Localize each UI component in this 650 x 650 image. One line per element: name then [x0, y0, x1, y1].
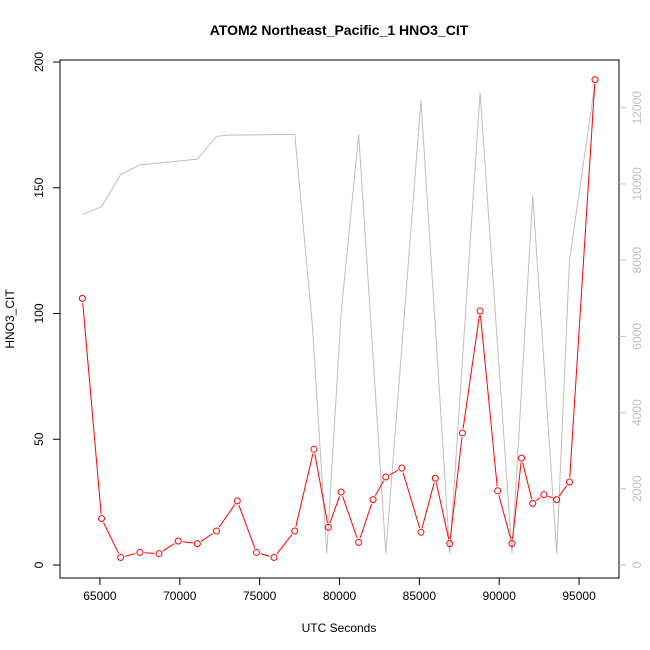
data-point: [553, 496, 561, 504]
series-line-segment: [569, 84, 596, 478]
series-line-segment: [124, 553, 136, 557]
data-point: [398, 464, 406, 472]
series-line-segment: [162, 543, 175, 552]
data-point: [252, 548, 260, 556]
data-point: [591, 76, 599, 84]
data-point: [98, 514, 106, 522]
series-line-segment: [389, 469, 399, 476]
data-point: [518, 454, 526, 462]
y-axis-left: 0 50 100 150 200: [32, 52, 60, 568]
series-line-segment: [200, 533, 214, 542]
data-point: [136, 548, 144, 556]
data-point: [476, 307, 484, 315]
x-tick-label: 85000: [403, 589, 437, 603]
x-tick-label: 70000: [163, 589, 197, 603]
data-point: [174, 537, 182, 545]
series-line-segment: [498, 495, 512, 540]
data-point: [117, 553, 125, 561]
series-line-segment: [462, 315, 480, 429]
y-axis-label: HNO3_CIT: [3, 289, 17, 349]
series-line-segment: [82, 302, 102, 515]
x-axis-label: UTC Seconds: [302, 621, 377, 635]
data-point: [529, 499, 537, 507]
series-line-segment: [359, 503, 373, 539]
series-line-segment: [260, 553, 270, 557]
data-point: [324, 523, 332, 531]
series-line-segment: [182, 541, 193, 544]
series-line-segment: [329, 496, 341, 524]
x-tick-label: 80000: [323, 589, 357, 603]
data-point: [446, 540, 454, 548]
series-line-segment: [402, 472, 421, 529]
y2-tick-label: 8000: [630, 246, 644, 273]
y2-tick-label: 2000: [630, 475, 644, 502]
data-point: [565, 478, 573, 486]
series-line-segment: [522, 462, 533, 500]
data-point: [369, 496, 377, 504]
series-line-segment: [421, 482, 435, 529]
series-line-segment: [295, 453, 314, 527]
series-line-segment: [276, 534, 293, 555]
series-line-segment: [558, 485, 568, 497]
data-point: [310, 445, 318, 453]
series-line-segment: [449, 437, 463, 540]
series-line-segment: [511, 462, 522, 540]
series-line-segment: [218, 504, 236, 528]
series-line-segment: [547, 495, 553, 499]
chart-title: ATOM2 Northeast_Pacific_1 HNO3_CIT: [210, 22, 469, 38]
data-point: [193, 540, 201, 548]
series-line-segment: [144, 552, 155, 554]
data-point: [508, 540, 516, 548]
x-tick-label: 65000: [83, 589, 117, 603]
plot-frame: [59, 59, 620, 579]
data-point: [382, 473, 390, 481]
series-line-segment: [103, 522, 120, 554]
y2-tick-label: 0: [630, 561, 644, 568]
y2-tick-label: 10000: [630, 167, 644, 201]
data-point: [270, 553, 278, 561]
data-point: [458, 429, 466, 437]
data-point: [213, 527, 221, 535]
series-line-segment: [374, 480, 385, 496]
y-tick-label: 150: [32, 177, 46, 197]
data-point: [494, 487, 502, 495]
series-line-altitude: [82, 82, 596, 554]
data-point: [233, 497, 241, 505]
x-axis: 65000 70000 75000 80000 85000 90000 95000: [83, 578, 596, 603]
series-layer: [78, 76, 599, 561]
x-tick-label: 75000: [243, 589, 277, 603]
y-tick-label: 50: [32, 432, 46, 446]
data-point: [291, 527, 299, 535]
series-line-segment: [435, 482, 450, 540]
y2-tick-label: 4000: [630, 399, 644, 426]
data-point: [337, 488, 345, 496]
x-tick-label: 95000: [562, 589, 596, 603]
data-point: [540, 491, 548, 499]
series-line-segment: [479, 315, 498, 487]
series-line-segment: [238, 504, 256, 549]
data-point: [431, 474, 439, 482]
data-point: [417, 528, 425, 536]
y-axis-right: 0 2000 4000 6000 8000 10000 12000: [619, 91, 644, 568]
data-point: [155, 550, 163, 558]
y2-tick-label: 12000: [630, 91, 644, 125]
series-line-segment: [535, 496, 541, 501]
x-tick-label: 90000: [483, 589, 517, 603]
series-line-segment: [342, 496, 358, 539]
data-point: [355, 538, 363, 546]
y-tick-label: 200: [32, 52, 46, 72]
y-tick-label: 0: [32, 561, 46, 568]
y-tick-label: 100: [32, 303, 46, 323]
data-point: [78, 294, 86, 302]
y2-tick-label: 6000: [630, 323, 644, 350]
series-line-segment: [314, 453, 328, 523]
